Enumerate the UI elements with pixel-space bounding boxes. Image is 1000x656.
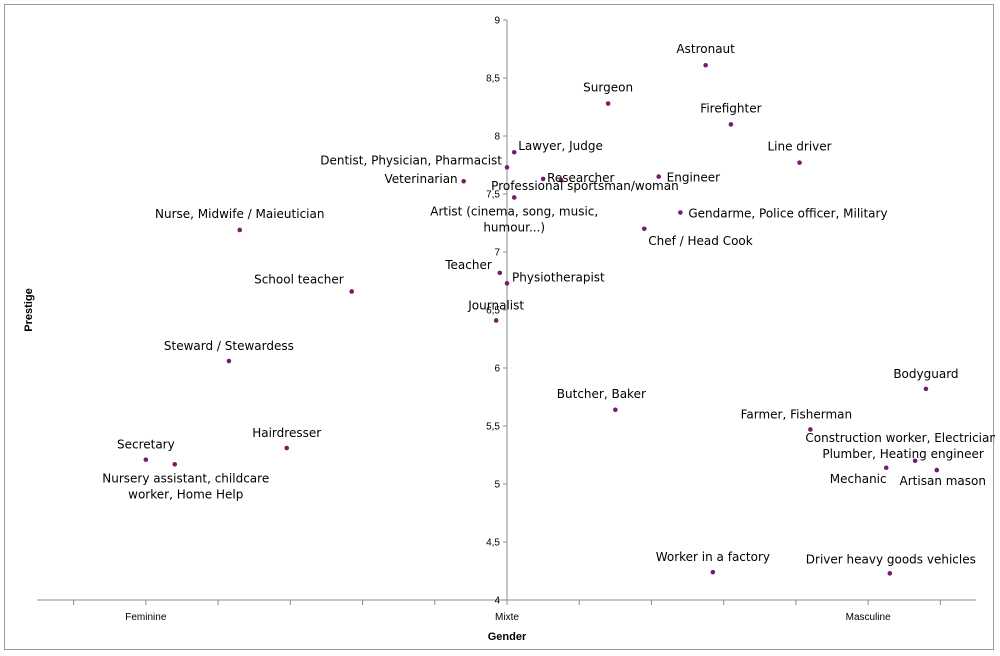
y-tick-label: 7,5 xyxy=(486,190,500,201)
point-label: Artist (cinema, song, music, humour...) xyxy=(430,204,598,234)
data-point xyxy=(143,457,149,462)
point-label: Mechanic xyxy=(830,472,887,486)
point-label: Butcher, Baker xyxy=(557,387,646,401)
data-point xyxy=(497,270,503,276)
data-point xyxy=(641,226,647,232)
point-label: Worker in a factory xyxy=(656,550,770,564)
point-label: Physiotherapist xyxy=(512,270,605,284)
point-labels: Astronaut Surgeon Firefighter Line driver La… xyxy=(102,42,995,566)
point-label: Secretary xyxy=(117,438,175,452)
data-point xyxy=(656,174,661,179)
data-point xyxy=(461,178,466,184)
point-label: Professional sportsman/woman xyxy=(491,179,679,193)
data-point xyxy=(504,281,510,286)
x-tick-label: Feminine xyxy=(125,612,167,623)
point-label: Lawyer, Judge xyxy=(518,139,603,153)
point-label: Line driver xyxy=(767,140,831,154)
data-point xyxy=(511,149,517,155)
y-tick-label: 8,5 xyxy=(486,74,500,85)
point-label: Teacher xyxy=(444,258,492,272)
data-point xyxy=(613,407,618,413)
point-label-line: humour...) xyxy=(483,220,545,234)
point-label: Astronaut xyxy=(676,42,735,56)
point-label: Journalist xyxy=(467,298,524,312)
point-label: Driver heavy goods vehicles xyxy=(806,552,976,566)
data-point xyxy=(504,165,510,170)
data-point xyxy=(226,358,232,364)
point-label: Veterinarian xyxy=(384,172,457,186)
data-point xyxy=(558,177,564,183)
point-label: Gendarme, Police officer, Military xyxy=(688,207,887,221)
data-point xyxy=(887,571,893,576)
point-label: Nursery assistant, childcare worker, Home… xyxy=(102,471,269,501)
data-point xyxy=(883,465,889,471)
point-label-line: Nursery assistant, childcare xyxy=(102,471,269,485)
data-point xyxy=(605,101,611,106)
data-points xyxy=(143,62,940,576)
point-label: Firefighter xyxy=(700,101,761,115)
point-label: Farmer, Fisherman xyxy=(741,407,853,421)
data-point xyxy=(493,318,499,323)
x-tick-label: Masculine xyxy=(846,612,891,623)
x-tick-label: Mixte xyxy=(495,612,519,623)
y-tick-label: 9 xyxy=(494,16,500,27)
chart-frame: 4 4,5 5 5,5 6 6,5 7 7,5 8 8,5 9 Feminine Mixte Mascul… xyxy=(4,4,995,650)
data-point xyxy=(808,427,813,432)
y-tick-label: 5 xyxy=(494,480,500,491)
y-tick-label: 8 xyxy=(494,132,500,143)
point-label: Dentist, Physician, Pharmacist xyxy=(320,153,502,167)
data-point xyxy=(540,176,546,182)
data-point xyxy=(703,62,708,68)
point-label: Surgeon xyxy=(583,81,633,95)
point-label: Steward / Stewardess xyxy=(164,339,294,353)
data-point xyxy=(710,569,716,575)
data-point xyxy=(172,461,178,467)
data-point xyxy=(678,210,683,215)
point-label: Hairdresser xyxy=(252,426,321,440)
data-point xyxy=(923,386,929,392)
y-axis-title: Prestige xyxy=(23,288,35,331)
point-label: Artisan mason xyxy=(900,474,986,488)
data-point xyxy=(797,160,802,165)
point-label-line: Construction worker, Electrician, xyxy=(805,431,995,445)
data-point xyxy=(934,467,940,473)
point-label-line: Plumber, Heating engineer xyxy=(822,447,984,461)
point-label: School teacher xyxy=(254,272,344,286)
point-label-line: Artist (cinema, song, music, xyxy=(430,204,598,218)
y-tick-label: 6 xyxy=(494,364,500,375)
y-tick-label: 4 xyxy=(494,596,500,607)
point-label: Engineer xyxy=(667,171,721,185)
data-point xyxy=(728,122,734,127)
point-label-line: worker, Home Help xyxy=(128,487,243,501)
point-label: Nurse, Midwife / Maieutician xyxy=(155,207,324,221)
y-tick-label: 4,5 xyxy=(486,538,500,549)
tick-labels: 4 4,5 5 5,5 6 6,5 7 7,5 8 8,5 9 Feminine Mixte Mascul… xyxy=(125,16,891,624)
point-label: Bodyguard xyxy=(893,367,958,381)
y-tick-label: 5,5 xyxy=(486,422,500,433)
point-label: Researcher xyxy=(547,171,614,185)
point-label: Construction worker, Electrician, Plumber… xyxy=(805,431,995,461)
data-point xyxy=(284,445,289,451)
data-point xyxy=(511,195,517,200)
data-point xyxy=(237,227,243,233)
data-point xyxy=(912,458,918,464)
data-point xyxy=(349,289,355,294)
x-axis-title: Gender xyxy=(488,631,527,643)
y-tick-label: 6,5 xyxy=(486,306,500,317)
point-label: Chef / Head Cook xyxy=(648,234,753,248)
axes xyxy=(37,19,976,605)
scatter-chart: 4 4,5 5 5,5 6 6,5 7 7,5 8 8,5 9 Feminine Mixte Mascul… xyxy=(23,16,995,644)
y-tick-label: 7 xyxy=(494,248,500,259)
